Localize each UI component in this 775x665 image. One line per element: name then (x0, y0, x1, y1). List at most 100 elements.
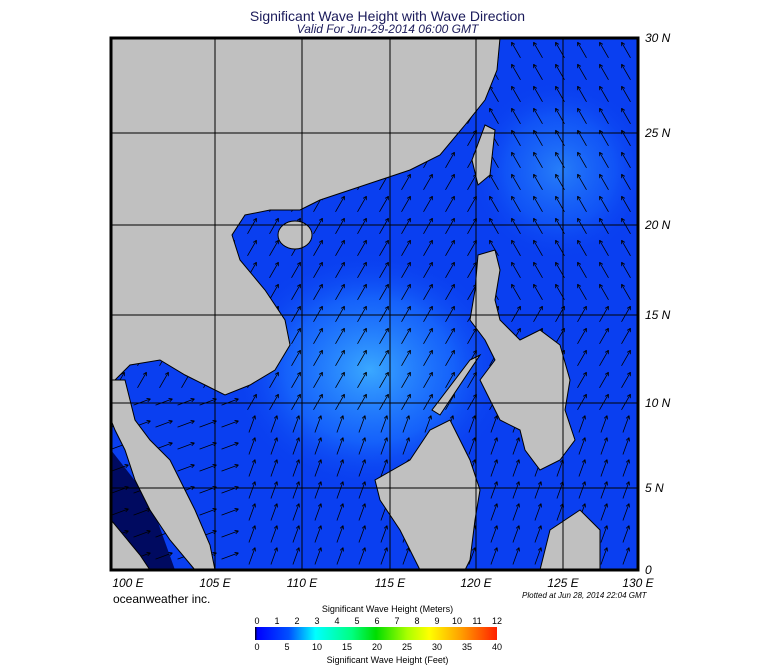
wave-direction-arrow (357, 371, 367, 388)
wave-direction-arrow (177, 398, 195, 406)
map-frame (109, 36, 640, 572)
wave-direction-arrow (357, 261, 367, 278)
wave-direction-arrow (621, 393, 631, 410)
wave-direction-arrow (221, 530, 239, 538)
wave-direction-arrow (489, 217, 499, 234)
land-sumatra (111, 519, 151, 570)
wave-direction-arrow (533, 107, 543, 124)
wave-direction-arrow (248, 437, 256, 455)
wave-direction-arrow (292, 437, 300, 455)
wave-direction-arrow (600, 437, 608, 455)
wave-direction-arrow (379, 283, 389, 300)
graticule (111, 38, 638, 570)
wave-direction-arrow (335, 261, 345, 278)
wave-direction-arrow (445, 349, 455, 366)
colorbar-meter-tick: 0 (254, 616, 260, 626)
wave-direction-arrow (379, 239, 389, 256)
wave-direction-arrow (468, 415, 476, 433)
wave-direction-arrow (137, 371, 147, 388)
wave-direction-arrow (577, 327, 587, 344)
wave-direction-arrow (248, 547, 256, 565)
lat-label: 15 N (645, 308, 671, 322)
wave-direction-arrow (533, 261, 543, 278)
wave-direction-arrow (177, 442, 195, 450)
wave-direction-arrow (423, 371, 433, 388)
wave-direction-arrow (512, 525, 520, 543)
wave-direction-arrow (313, 261, 323, 278)
wave-direction-arrow (445, 173, 455, 190)
wave-direction-arrow (221, 442, 239, 450)
lon-label: 110 E (286, 576, 318, 590)
wave-direction-arrow (424, 415, 432, 433)
wave-direction-arrow (379, 371, 389, 388)
wave-direction-arrow (336, 547, 344, 565)
wave-direction-arrow (335, 349, 345, 366)
wave-direction-arrow (599, 107, 609, 124)
wave-direction-arrow (600, 415, 608, 433)
wave-direction-arrow (599, 393, 609, 410)
wave-direction-arrow (313, 305, 323, 322)
wave-direction-arrow (270, 547, 278, 565)
wave-direction-arrow (248, 481, 256, 499)
wave-direction-arrow (622, 503, 630, 521)
wave-direction-arrow (600, 547, 608, 565)
wave-direction-arrow (599, 195, 609, 212)
wave-direction-arrow (314, 525, 322, 543)
wave-direction-arrow (221, 508, 239, 516)
wave-direction-arrow (533, 217, 543, 234)
wave-direction-arrow (314, 481, 322, 499)
lon-label: 120 E (460, 576, 492, 590)
wave-direction-arrow (621, 327, 631, 344)
wave-direction-arrow (511, 305, 521, 322)
land-philippines (469, 249, 576, 471)
wave-direction-arrow (533, 85, 543, 102)
colorbar-meter-tick: 9 (434, 616, 440, 626)
wave-direction-arrow (292, 547, 300, 565)
wave-direction-arrow (358, 547, 366, 565)
wave-direction-arrow (534, 481, 542, 499)
wave-direction-arrow (380, 437, 388, 455)
wave-direction-arrow (291, 371, 301, 388)
wave-direction-arrow (270, 525, 278, 543)
wave-direction-arrow (577, 349, 587, 366)
wave-direction-arrow (490, 415, 498, 433)
colorbar-meter-tick: 3 (314, 616, 320, 626)
wave-direction-arrow (577, 239, 587, 256)
wave-direction-arrow (313, 239, 323, 256)
wave-direction-arrow (358, 481, 366, 499)
wave-direction-arrow (292, 503, 300, 521)
wave-direction-arrow (621, 305, 631, 322)
wave-direction-arrow (292, 525, 300, 543)
wave-direction-arrow (221, 398, 239, 406)
lat-label: 20 N (645, 218, 671, 232)
wave-direction-arrow (578, 459, 586, 477)
wave-direction-arrow (599, 217, 609, 234)
wave-direction-arrow (358, 525, 366, 543)
wave-direction-arrow (313, 217, 323, 234)
lat-label: 5 N (645, 481, 664, 495)
colorbar-meter-tick: 5 (354, 616, 360, 626)
wave-direction-arrow (577, 283, 587, 300)
wave-direction-arrow (221, 464, 239, 472)
wave-direction-arrow (221, 420, 239, 428)
lon-label: 115 E (374, 576, 406, 590)
wave-direction-arrow (533, 195, 543, 212)
wave-direction-arrow (621, 41, 631, 58)
land (111, 38, 601, 570)
wave-direction-arrow (269, 217, 279, 234)
lon-label: 130 E (622, 576, 654, 590)
wave-direction-arrow (155, 420, 173, 428)
wave-direction-arrow (621, 63, 631, 80)
colorbar-feet-tick: 10 (311, 642, 323, 652)
wave-direction-arrow (445, 217, 455, 234)
wave-direction-arrow (511, 107, 521, 124)
wave-direction-arrow (358, 503, 366, 521)
colorbar-meters-title: Significant Wave Height (Meters) (321, 604, 454, 614)
wave-direction-arrow (336, 437, 344, 455)
colorbar-meter-tick: 2 (294, 616, 300, 626)
wave-direction-arrow (578, 415, 586, 433)
wave-direction-arrow (577, 41, 587, 58)
wave-direction-arrow (313, 371, 323, 388)
wave-direction-arrow (621, 107, 631, 124)
wave-direction-arrow (621, 261, 631, 278)
